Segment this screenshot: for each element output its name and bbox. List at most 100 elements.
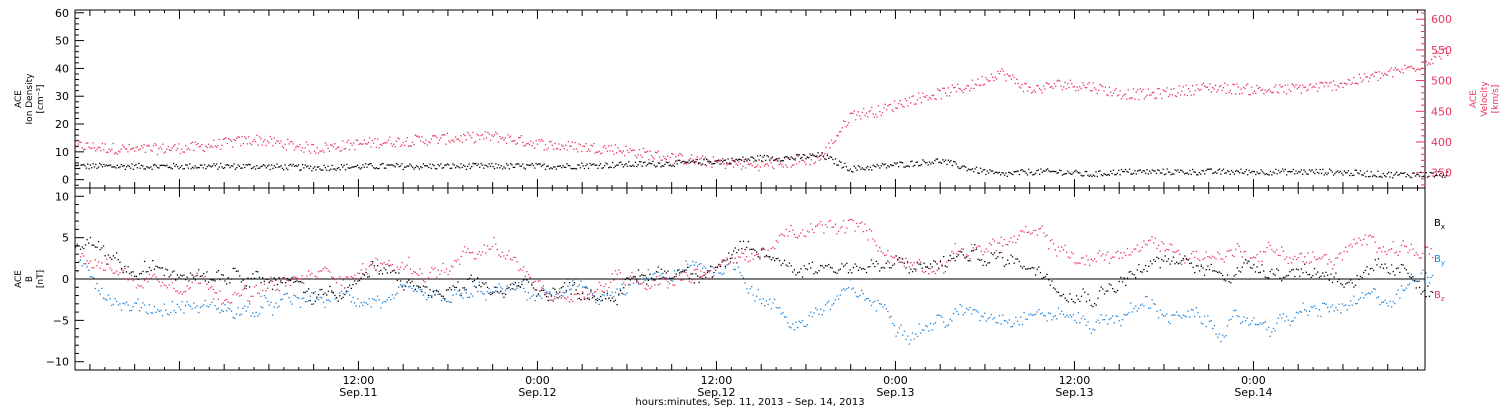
b-bz-point xyxy=(728,263,730,265)
ion-density-point xyxy=(558,165,560,167)
ion-density-point xyxy=(1226,170,1229,172)
velocity-point xyxy=(1162,89,1164,91)
b-bx-point xyxy=(795,274,797,276)
ion-density-point xyxy=(1347,170,1350,172)
b-by-point xyxy=(1399,297,1401,299)
b-bx-point xyxy=(1033,267,1035,269)
ion-density-point xyxy=(398,166,400,168)
b-bz-point xyxy=(1128,254,1130,256)
velocity-point xyxy=(1045,82,1047,84)
ion-density-point xyxy=(1210,168,1213,170)
ion-density-point xyxy=(599,163,602,165)
ion-density-point xyxy=(696,158,698,161)
ion-density-point xyxy=(203,164,206,166)
b-bz-point xyxy=(1059,250,1061,252)
velocity-point xyxy=(1323,85,1325,88)
ion-density-point xyxy=(477,163,480,165)
ion-density-point xyxy=(1365,175,1367,178)
velocity-point xyxy=(134,150,136,152)
velocity-point xyxy=(195,144,198,146)
ion-density-point xyxy=(590,164,592,166)
b-bz-point xyxy=(726,257,728,259)
ion-density-point xyxy=(1218,168,1221,170)
velocity-point xyxy=(1204,85,1206,87)
ion-density-point xyxy=(732,160,735,162)
b-by-point xyxy=(662,272,664,274)
ion-density-point xyxy=(1371,175,1374,177)
b-bz-point xyxy=(88,262,90,264)
ion-density-point xyxy=(656,165,658,167)
velocity-point xyxy=(530,140,532,142)
velocity-point xyxy=(1347,78,1350,81)
b-bx-point xyxy=(941,265,943,267)
b-bz-point xyxy=(408,256,410,259)
b-bz-point xyxy=(107,263,110,265)
b-bz-point xyxy=(527,273,530,276)
ion-density-point xyxy=(334,168,336,170)
ion-density-point xyxy=(613,166,615,169)
ion-density-point xyxy=(493,167,496,170)
b-bx-point xyxy=(483,283,485,285)
velocity-point xyxy=(853,110,855,112)
b-bx-point xyxy=(138,273,141,275)
ion-density-point xyxy=(523,167,525,169)
ion-density-point xyxy=(241,167,243,169)
velocity-point xyxy=(514,139,516,142)
b-bz-point xyxy=(89,260,92,262)
b-by-point xyxy=(526,299,528,301)
b-bx-point xyxy=(647,279,649,282)
b-bz-point xyxy=(253,286,256,288)
b-by-point xyxy=(1248,324,1250,326)
ion-density-point xyxy=(305,166,308,168)
b-bz-point xyxy=(1336,257,1339,259)
velocity-point xyxy=(953,87,955,89)
x-axis-ticks: 12:00Sep.110:00Sep.1212:00Sep.120:00Sep.… xyxy=(74,10,1419,399)
ion-density-point xyxy=(311,169,313,172)
b-bz-point xyxy=(1263,250,1265,253)
velocity-point xyxy=(924,96,927,98)
b-bz-point xyxy=(865,229,868,232)
velocity-point xyxy=(770,162,772,164)
velocity-point xyxy=(1134,98,1136,100)
b-bx-point xyxy=(207,281,210,283)
b-bz-point xyxy=(198,282,200,285)
b-bx-point xyxy=(1130,270,1132,273)
top-panel-frame xyxy=(74,9,1426,189)
b-bz-point xyxy=(877,250,879,252)
velocity-point xyxy=(538,139,540,141)
ion-density-point xyxy=(1220,173,1222,175)
velocity-point xyxy=(1179,94,1182,96)
b-bz-point xyxy=(1225,255,1227,258)
b-by-point xyxy=(1079,322,1081,324)
ion-density-point xyxy=(830,156,833,159)
velocity-point xyxy=(959,88,962,90)
velocity-point xyxy=(244,136,246,138)
ion-density-point xyxy=(951,164,953,167)
ion-density-point xyxy=(879,167,881,169)
b-bx-point xyxy=(1290,269,1293,271)
velocity-point xyxy=(499,135,501,138)
velocity-point xyxy=(1013,76,1015,79)
b-bx-point xyxy=(281,281,284,284)
velocity-point xyxy=(219,148,222,150)
ion-density-point xyxy=(982,169,984,171)
b-bx-point xyxy=(803,265,805,267)
b-bx-point xyxy=(1156,256,1158,258)
b-bx-point xyxy=(434,294,436,296)
b-bx-point xyxy=(463,287,466,289)
ion-density-point xyxy=(902,162,904,164)
b-bx-point xyxy=(1066,299,1068,302)
b-bz-point xyxy=(1026,231,1029,234)
ion-density-point xyxy=(115,167,117,169)
ion-density-point xyxy=(1413,172,1415,174)
b-bx-point xyxy=(895,255,897,257)
b-bx-point xyxy=(1118,280,1120,283)
b-bx-point xyxy=(381,273,384,275)
b-bz-point xyxy=(396,266,398,268)
b-by-point xyxy=(591,293,594,295)
ion-density-point xyxy=(650,162,653,165)
velocity-point xyxy=(765,163,767,166)
b-by-point xyxy=(416,290,418,293)
ion-density-point xyxy=(171,168,173,170)
b-bz-point xyxy=(1249,257,1252,259)
